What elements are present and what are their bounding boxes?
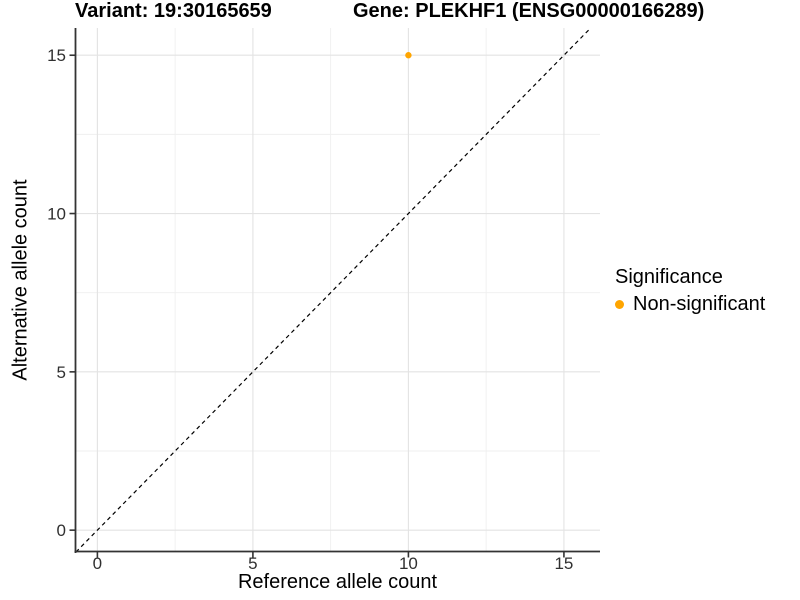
legend-item-label: Non-significant	[633, 293, 766, 315]
x-tick-label: 5	[248, 554, 257, 573]
x-axis-label: Reference allele count	[237, 571, 437, 593]
y-tick-label: 10	[47, 205, 66, 224]
y-tick-label: 15	[47, 46, 66, 65]
gene-title: Gene: PLEKHF1 (ENSG00000166289)	[353, 0, 705, 22]
legend-item: Non-significant	[615, 293, 765, 316]
x-tick-label: 10	[399, 554, 418, 573]
x-tick-label: 15	[554, 554, 573, 573]
data-point	[405, 52, 412, 59]
legend: Significance Non-significant	[615, 266, 765, 316]
y-tick-label: 5	[57, 363, 66, 382]
legend-title: Significance	[615, 266, 723, 288]
identity-line	[75, 27, 592, 553]
legend-items: Non-significant	[615, 293, 765, 316]
legend-point-icon	[615, 300, 624, 309]
x-tick-label: 0	[93, 554, 102, 573]
y-tick-label: 0	[57, 521, 66, 540]
variant-title: Variant: 19:30165659	[75, 0, 272, 22]
y-axis-label: Alternative allele count	[9, 179, 32, 381]
